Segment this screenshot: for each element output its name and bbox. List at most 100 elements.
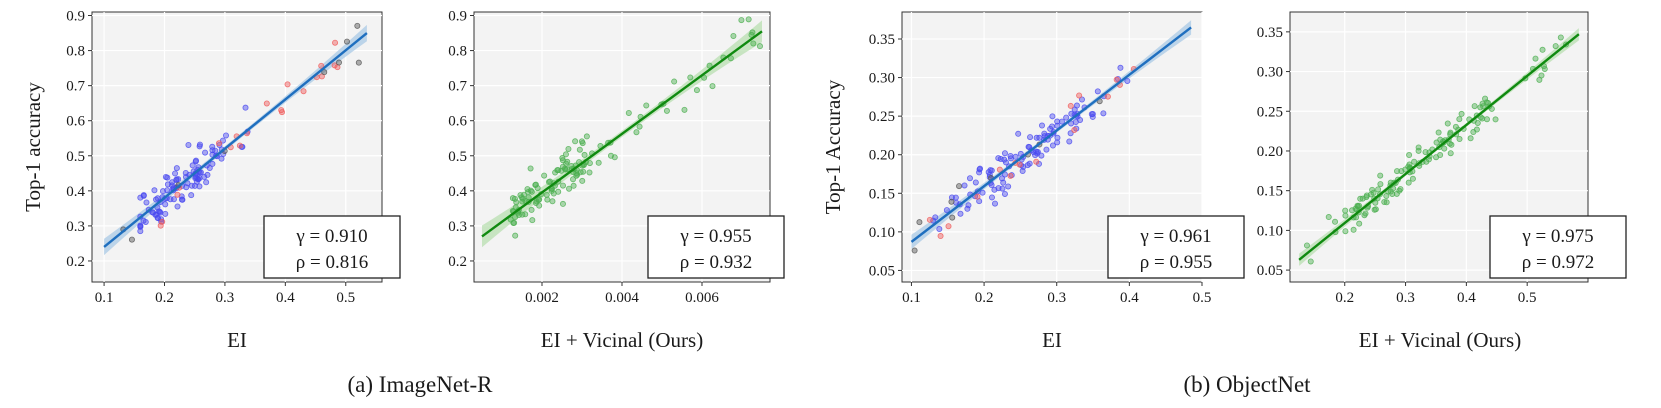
data-point-green xyxy=(1349,207,1356,214)
x-tick-label: 0.4 xyxy=(1457,290,1476,306)
y-tick-label: 0.3 xyxy=(448,219,467,235)
data-point-green xyxy=(1325,214,1332,221)
y-tick-label: 0.10 xyxy=(869,225,895,241)
data-point-green xyxy=(1452,123,1459,130)
data-point-blue xyxy=(966,175,973,182)
data-point-gray xyxy=(335,59,342,66)
data-point-gray xyxy=(956,183,963,190)
data-point-blue xyxy=(1124,77,1131,84)
y-tick-labels: 0.2 0.3 0.4 0.5 0.6 0.7 0.8 0.9 xyxy=(66,9,92,270)
data-point-blue xyxy=(188,192,195,199)
data-point-blue xyxy=(1054,122,1061,129)
data-point-green xyxy=(1536,76,1543,83)
x-tick-label: 0.2 xyxy=(975,290,994,306)
data-point-green xyxy=(522,211,529,218)
data-point-blue xyxy=(223,132,230,139)
data-point-green xyxy=(1444,120,1451,127)
regression-line xyxy=(103,32,368,248)
y-tick-label: 0.9 xyxy=(66,9,85,25)
data-point-green xyxy=(547,178,554,185)
data-point-green xyxy=(1557,34,1564,41)
data-point-green xyxy=(563,160,570,167)
y-tick-label: 0.3 xyxy=(66,219,85,235)
data-point-green xyxy=(595,159,602,166)
data-point-green xyxy=(1303,242,1310,249)
data-point-blue xyxy=(972,179,979,186)
data-point-blue xyxy=(1078,96,1085,103)
data-point-green xyxy=(1377,172,1384,179)
data-point-blue xyxy=(162,210,169,217)
y-tick-label: 0.4 xyxy=(66,184,85,200)
data-point-red xyxy=(945,223,952,230)
data-point-blue xyxy=(1058,118,1065,125)
data-point-green xyxy=(1372,199,1379,206)
data-point-green xyxy=(1342,228,1349,235)
stats-box: γ = 0.955 ρ = 0.932 xyxy=(647,215,785,279)
data-point-green xyxy=(1405,179,1412,186)
data-point-green xyxy=(565,145,572,152)
data-point-green xyxy=(1350,226,1357,233)
scatter-points xyxy=(911,64,1137,254)
x-tick-label: 0.004 xyxy=(605,290,639,306)
data-point-green xyxy=(1473,126,1480,133)
data-point-blue xyxy=(218,155,225,162)
data-point-blue xyxy=(1117,64,1124,71)
data-point-blue xyxy=(985,169,992,176)
data-point-green xyxy=(1354,202,1361,209)
data-point-blue xyxy=(242,104,249,111)
data-point-red xyxy=(1016,161,1023,168)
data-point-red xyxy=(318,62,325,69)
data-point-green xyxy=(1409,175,1416,182)
fit-line xyxy=(1298,33,1580,261)
stats-gamma: γ = 0.975 xyxy=(1521,226,1593,247)
y-axis-title: Top-1 Accuracy xyxy=(821,79,845,214)
data-point-blue xyxy=(1027,134,1034,141)
data-point-green xyxy=(512,232,519,239)
data-point-blue xyxy=(1025,143,1032,150)
y-tick-labels: 0.05 0.10 0.15 0.20 0.25 0.30 0.35 xyxy=(869,32,902,279)
regression-line xyxy=(481,30,763,238)
panel-objectnet-vicinal: 0.2 0.3 0.4 0.5 0.05 0.10 0.15 0.20 0.25 0.30 0.3… xyxy=(1257,11,1627,352)
data-point-blue xyxy=(1066,138,1073,145)
data-point-blue xyxy=(957,210,964,217)
y-tick-label: 0.7 xyxy=(66,79,85,95)
data-point-green xyxy=(543,191,550,198)
data-point-green xyxy=(1307,258,1314,265)
data-point-blue xyxy=(140,192,147,199)
data-point-green xyxy=(515,212,522,219)
data-point-green xyxy=(562,166,569,173)
data-point-green xyxy=(572,138,579,145)
data-point-green xyxy=(583,133,590,140)
x-tick-labels: 0.2 0.3 0.4 0.5 xyxy=(1335,282,1537,306)
data-point-gray xyxy=(355,59,362,66)
y-tick-label: 0.8 xyxy=(66,44,85,60)
data-point-blue xyxy=(992,200,999,207)
data-point-green xyxy=(1356,220,1363,227)
x-tick-label: 0.2 xyxy=(1335,290,1354,306)
data-point-green xyxy=(1483,116,1490,123)
data-point-blue xyxy=(193,178,200,185)
y-tick-label: 0.10 xyxy=(1257,223,1283,239)
fit-line xyxy=(481,30,763,238)
data-point-blue xyxy=(140,217,147,224)
data-point-blue xyxy=(1049,142,1056,149)
data-point-blue xyxy=(1005,183,1012,190)
data-point-blue xyxy=(1063,114,1070,121)
data-point-blue xyxy=(953,199,960,206)
x-tick-labels: 0.1 0.2 0.3 0.4 0.5 xyxy=(902,282,1211,306)
data-point-blue xyxy=(943,207,950,214)
data-point-green xyxy=(1482,95,1489,102)
x-tick-label: 0.2 xyxy=(155,290,174,306)
data-point-red xyxy=(1007,172,1014,179)
data-point-green xyxy=(1357,195,1364,202)
data-point-red xyxy=(236,142,243,149)
data-point-green xyxy=(586,169,593,176)
data-point-green xyxy=(1375,186,1382,193)
data-point-green xyxy=(1474,120,1481,127)
y-tick-label: 0.4 xyxy=(448,184,467,200)
data-point-blue xyxy=(979,189,986,196)
data-point-green xyxy=(509,195,516,202)
x-tick-label: 0.5 xyxy=(336,290,355,306)
data-point-blue xyxy=(156,208,163,215)
